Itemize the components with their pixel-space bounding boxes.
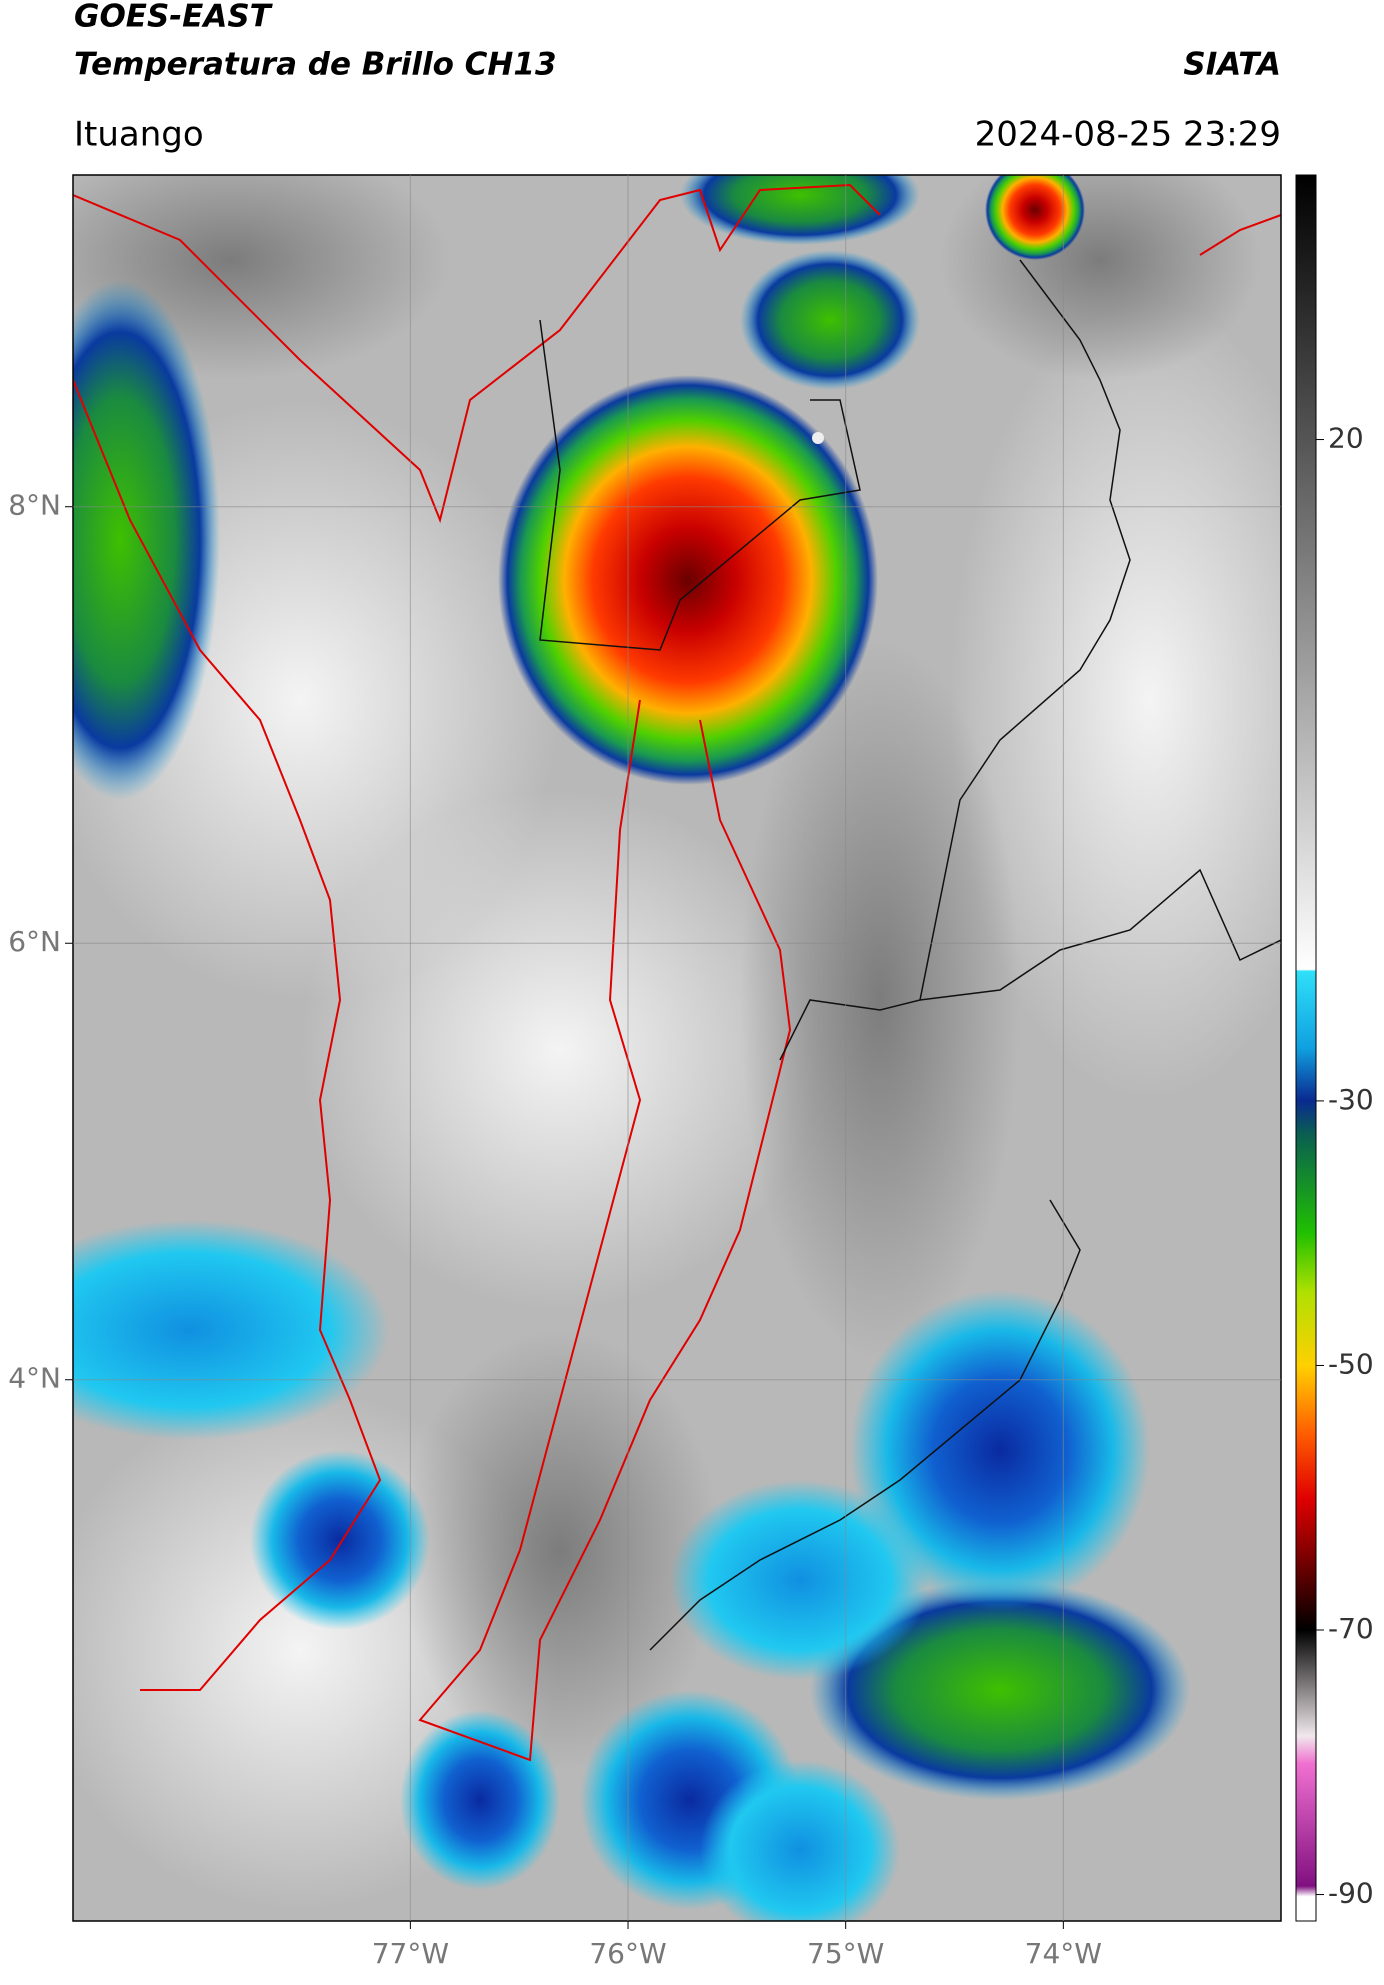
x-tick-label: 74°W bbox=[1025, 1937, 1102, 1970]
colorbar-tick-label: -90 bbox=[1328, 1877, 1374, 1910]
source: SIATA bbox=[1183, 47, 1281, 83]
title: GOES-EAST bbox=[74, 0, 274, 35]
x-tick-label: 75°W bbox=[807, 1937, 884, 1970]
timestamp: 2024-08-25 23:29 bbox=[975, 115, 1281, 155]
colorbar-tick-label: -30 bbox=[1328, 1083, 1374, 1116]
x-tick-label: 76°W bbox=[589, 1937, 666, 1970]
colorbar-tick-label: -50 bbox=[1328, 1347, 1374, 1380]
y-tick-label: 6°N bbox=[8, 925, 61, 958]
location: Ituango bbox=[74, 115, 204, 155]
colorbar-tick-label: -70 bbox=[1328, 1612, 1374, 1645]
subtitle: Temperatura de Brillo CH13 bbox=[74, 47, 557, 83]
colorbar-tick-label: 20 bbox=[1328, 422, 1364, 455]
x-tick-label: 77°W bbox=[372, 1937, 449, 1970]
colorbar bbox=[1295, 174, 1317, 1922]
map-frame bbox=[72, 174, 1282, 1922]
y-tick-label: 8°N bbox=[8, 489, 61, 522]
y-tick-label: 4°N bbox=[8, 1362, 61, 1395]
satellite-image bbox=[73, 175, 1281, 1921]
